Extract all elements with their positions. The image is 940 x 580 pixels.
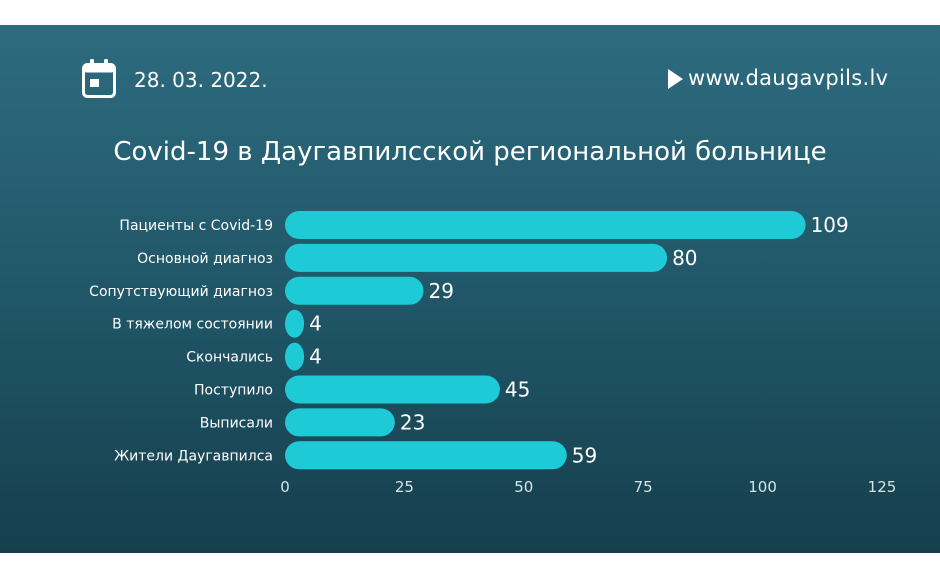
bar: [285, 276, 424, 305]
bar: [285, 441, 567, 470]
x-tick-label: 50: [514, 478, 533, 496]
chart-title: Covid-19 в Даугавпилсской региональной б…: [113, 137, 827, 167]
x-tick-label: 0: [280, 478, 290, 496]
date-label: 28. 03. 2022.: [134, 68, 268, 92]
category-label: Выписали: [200, 415, 273, 431]
category-label: Скончались: [186, 350, 273, 366]
value-label: 4: [309, 312, 322, 336]
bar: [285, 211, 806, 239]
bar: [285, 408, 395, 437]
value-label: 80: [672, 246, 697, 270]
value-label: 109: [811, 213, 849, 237]
x-tick-label: 75: [634, 478, 653, 496]
bar: [285, 309, 305, 338]
play-icon: [668, 69, 683, 89]
website-link[interactable]: www.daugavpils.lv: [688, 66, 889, 90]
bar: [285, 243, 668, 272]
category-label: В тяжелом состоянии: [112, 317, 273, 333]
value-label: 23: [400, 410, 425, 434]
category-label: Жители Даугавпилса: [114, 448, 273, 464]
x-tick-label: 100: [748, 478, 777, 496]
x-tick-label: 25: [395, 478, 414, 496]
bar: [285, 375, 500, 404]
bar: [285, 342, 305, 371]
category-label: Сопутствующий диагноз: [89, 284, 273, 300]
value-label: 45: [505, 378, 530, 402]
value-label: 29: [429, 279, 454, 303]
category-label: Поступило: [194, 383, 273, 399]
value-label: 59: [572, 443, 597, 467]
calendar-icon: [82, 59, 116, 98]
x-tick-label: 125: [868, 478, 897, 496]
value-label: 4: [309, 345, 322, 369]
category-label: Пациенты с Covid-19: [119, 218, 273, 234]
category-label: Основной диагноз: [137, 251, 273, 267]
